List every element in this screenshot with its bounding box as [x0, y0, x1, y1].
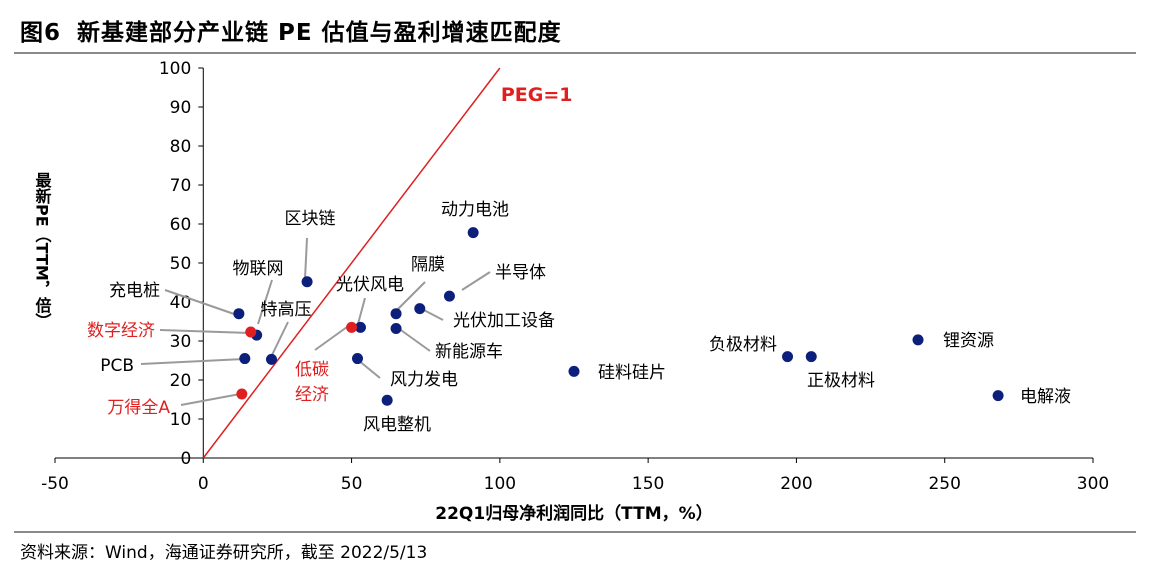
y-tick-label: 0 — [180, 449, 191, 469]
y-tick-label: 10 — [170, 410, 192, 430]
data-point — [912, 334, 924, 346]
y-tick-label: 100 — [159, 59, 191, 79]
x-tick-label: 200 — [780, 474, 812, 494]
y-tick-label: 50 — [170, 254, 192, 274]
point-label: PCB — [100, 356, 134, 376]
point-label: 新能源车 — [435, 342, 503, 362]
peg-line — [202, 67, 501, 459]
point-label: 电解液 — [1020, 387, 1071, 407]
y-tick-label: 60 — [170, 215, 192, 235]
leader-line — [396, 281, 426, 311]
point-label: 数字经济 — [87, 321, 155, 341]
point-label: 万得全A — [107, 398, 170, 418]
data-point — [236, 388, 248, 400]
leader-line — [164, 289, 235, 315]
point-label: 充电桩 — [109, 281, 160, 301]
point-label: 正极材料 — [807, 371, 875, 391]
data-point — [381, 394, 393, 406]
leader-line — [397, 327, 431, 352]
x-tick-label: 150 — [632, 474, 664, 494]
reference-line: PEG=1 — [202, 67, 573, 459]
data-point — [233, 308, 245, 320]
data-point — [782, 351, 794, 363]
point-label: 半导体 — [495, 263, 546, 283]
figure-number: 图6 — [20, 20, 62, 46]
data-point — [354, 321, 366, 333]
data-point — [992, 390, 1004, 402]
data-point — [239, 353, 251, 365]
point-label: 特高压 — [261, 300, 312, 320]
point-label: 低碳经济 — [295, 360, 329, 405]
point-label: 物联网 — [233, 259, 284, 279]
x-tick-label: 300 — [1077, 474, 1109, 494]
y-axis-title: 最新PE（TTM，倍） — [33, 172, 52, 329]
leader-line — [357, 359, 381, 379]
figure-title: 图6 新基建部分产业链 PE 估值与盈利增速匹配度 — [20, 13, 562, 47]
leader-line — [180, 393, 241, 406]
leader-line — [159, 329, 251, 334]
data-point — [352, 353, 364, 365]
x-tick-label: -50 — [41, 474, 69, 494]
point-label: 区块链 — [285, 209, 336, 229]
figure-title-text: 新基建部分产业链 PE 估值与盈利增速匹配度 — [77, 20, 562, 46]
x-tick-label: 0 — [198, 474, 209, 494]
point-label: 负极材料 — [709, 335, 777, 355]
y-tick-label: 90 — [170, 98, 192, 118]
source-note: 资料来源：Wind，海通证券研究所，截至 2022/5/13 — [20, 543, 428, 563]
y-tick-label: 70 — [170, 176, 192, 196]
data-point — [805, 351, 817, 363]
data-point — [467, 227, 479, 239]
leader-line — [357, 297, 366, 325]
x-tick-label: 250 — [928, 474, 960, 494]
point-label: 硅料硅片 — [598, 363, 666, 383]
y-tick-label: 30 — [170, 332, 192, 352]
point-label: 光伏加工设备 — [453, 311, 555, 331]
point-label: 风力发电 — [390, 370, 458, 390]
point-label: 锂资源 — [943, 331, 994, 351]
peg-label: PEG=1 — [501, 84, 573, 106]
data-point — [346, 321, 358, 333]
leader-line — [461, 271, 491, 291]
point-label: 隔膜 — [411, 255, 445, 275]
x-tick-label: 100 — [484, 474, 516, 494]
data-point — [443, 290, 455, 302]
y-tick-label: 80 — [170, 137, 192, 157]
leader-line — [314, 326, 348, 351]
y-tick-label: 20 — [170, 371, 192, 391]
x-tick-label: 50 — [341, 474, 363, 494]
data-point — [245, 326, 257, 338]
top-rule — [14, 52, 1136, 54]
point-label: 动力电池 — [441, 200, 509, 220]
data-point — [414, 303, 426, 315]
leader-line — [304, 237, 308, 280]
leader-lines — [140, 237, 491, 406]
point-label: 风电整机 — [363, 415, 431, 435]
leader-line — [271, 321, 289, 356]
data-point — [390, 308, 402, 320]
axes: -50 0 50 100 150 200 250 3000102030405060708090… — [41, 59, 1109, 494]
data-point — [265, 353, 277, 365]
bottom-rule — [14, 531, 1136, 533]
x-axis-title: 22Q1归母净利润同比（TTM，%） — [435, 503, 712, 524]
leader-line — [140, 358, 245, 365]
point-label: 光伏风电 — [336, 275, 404, 295]
data-point — [568, 365, 580, 377]
leader-line — [257, 279, 273, 325]
data-points — [233, 227, 1004, 406]
data-point — [301, 276, 313, 288]
data-point — [390, 323, 402, 335]
